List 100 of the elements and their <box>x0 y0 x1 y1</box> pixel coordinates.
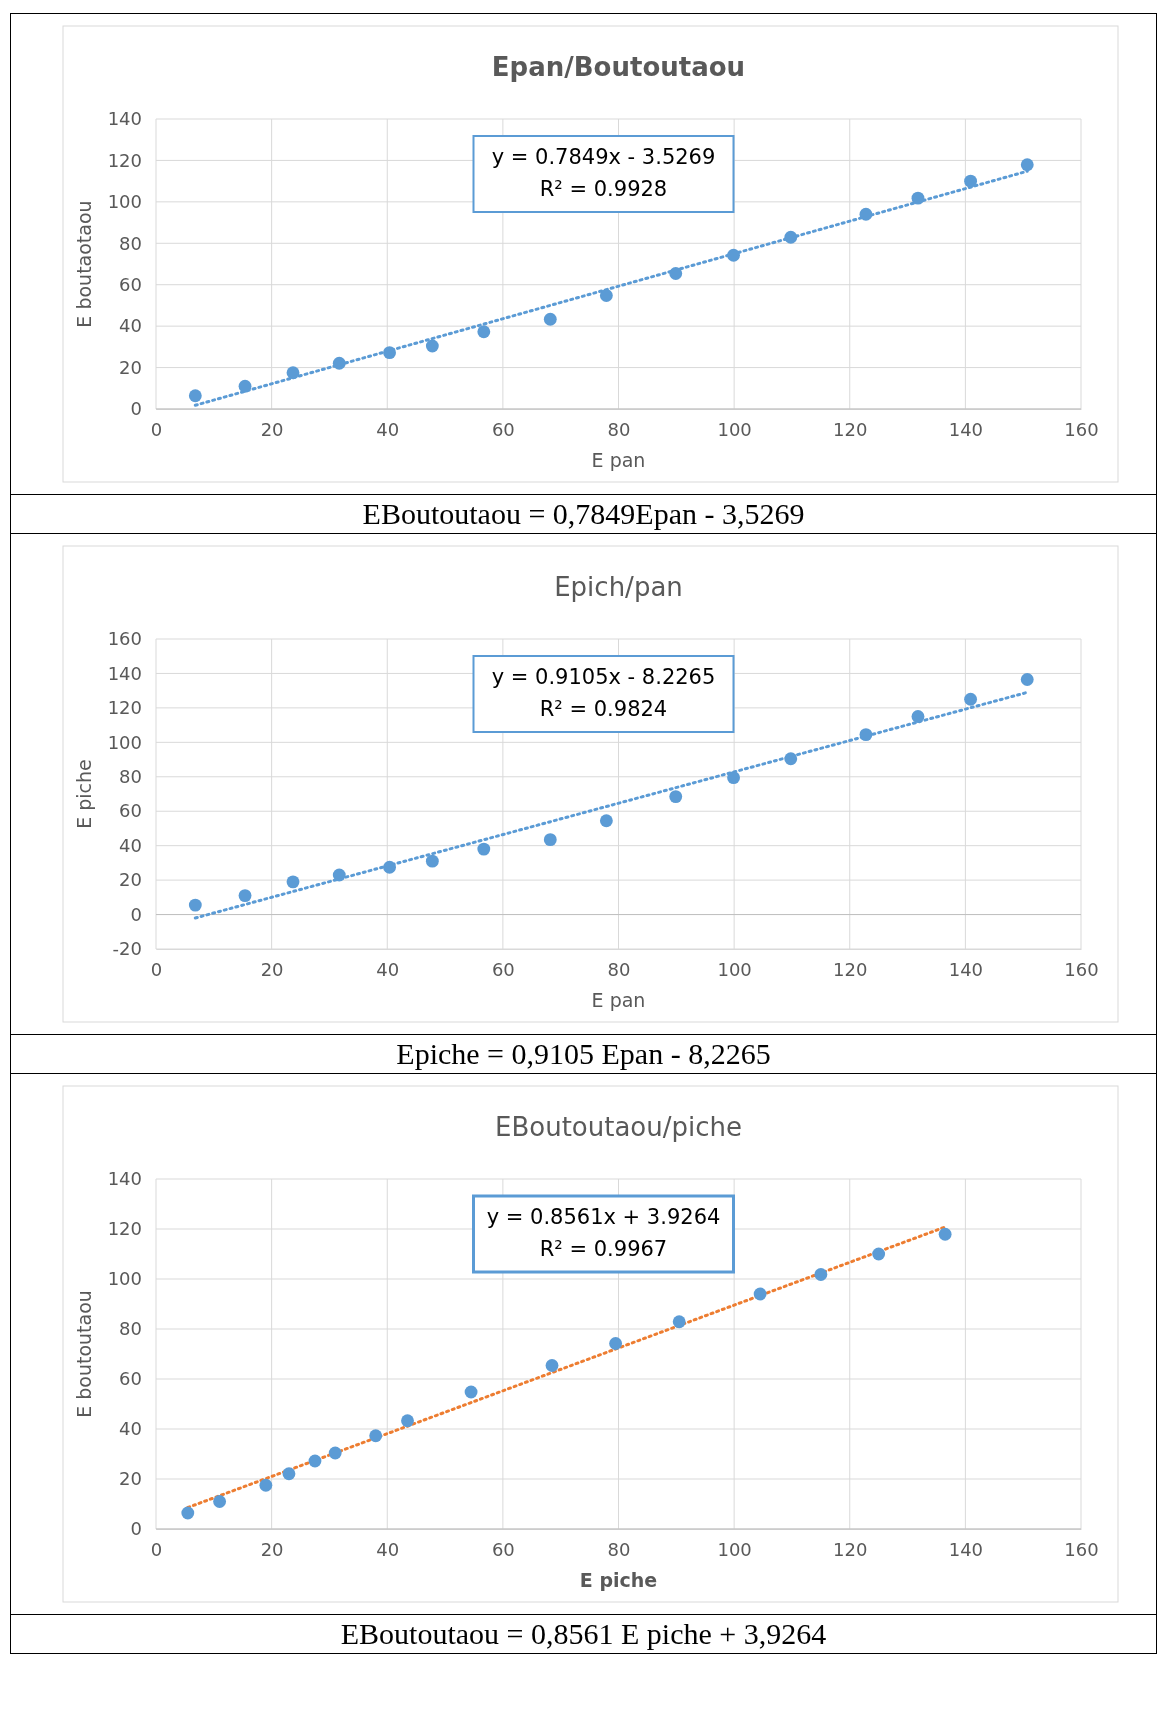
x-tick-label: 160 <box>1064 1538 1099 1560</box>
y-axis-title: E boutaotaou <box>73 200 95 328</box>
x-tick-label: 0 <box>150 418 163 440</box>
x-tick-label: 60 <box>491 1538 515 1560</box>
point <box>308 1454 322 1468</box>
x-axis-title: E piche <box>579 1569 658 1591</box>
point <box>259 1478 273 1492</box>
point <box>477 842 491 856</box>
point <box>727 771 740 785</box>
y-tick-label: 120 <box>107 1218 142 1240</box>
y-tick-label: 100 <box>107 1268 142 1290</box>
point <box>383 346 396 360</box>
point <box>238 889 252 903</box>
text: EBoutoutaou = 0,7849Epan - 3,5269 <box>11 494 1156 533</box>
y-tick-label: 140 <box>107 662 142 684</box>
x-tick-label: 80 <box>607 958 631 980</box>
y-tick-label: 20 <box>119 1468 142 1490</box>
x-tick-label: 40 <box>376 1538 400 1560</box>
x-tick-label: 20 <box>260 958 284 980</box>
point <box>784 230 798 244</box>
x-tick-label: 40 <box>376 958 400 980</box>
point <box>911 710 925 723</box>
y-tick-label: 140 <box>107 1168 142 1190</box>
y-tick-label: 100 <box>107 731 142 753</box>
x-tick-label: 120 <box>833 958 868 980</box>
point <box>964 692 978 706</box>
y-tick-label: 120 <box>107 149 142 171</box>
x-tick-label: 160 <box>1064 418 1099 440</box>
x-tick-label: 80 <box>607 418 631 440</box>
annotation: R² = 0.9967 <box>539 1237 668 1261</box>
y-tick-label: 80 <box>119 1318 142 1340</box>
y-tick-label: 20 <box>119 869 142 891</box>
x-tick-label: 140 <box>948 1538 984 1560</box>
point <box>609 1337 623 1350</box>
text: Epiche = 0,9105 Epan - 8,2265 <box>11 1034 1156 1073</box>
y-tick-label: 60 <box>119 1368 142 1390</box>
y-tick-label: 0 <box>130 903 142 925</box>
point <box>464 1385 478 1399</box>
x-tick-label: 100 <box>717 958 752 980</box>
point <box>672 1315 686 1329</box>
y-tick-label: 60 <box>119 800 142 822</box>
x-axis-title: E pan <box>591 449 646 471</box>
point <box>425 854 439 868</box>
point <box>599 814 613 828</box>
point <box>669 790 683 803</box>
point <box>213 1495 227 1508</box>
point <box>543 833 557 847</box>
point <box>938 1227 952 1241</box>
x-tick-label: 60 <box>491 958 515 980</box>
x-tick-label: 40 <box>376 418 400 440</box>
point <box>425 339 439 353</box>
y-tick-label: 120 <box>107 697 142 719</box>
x-axis-title: E pan <box>591 989 646 1011</box>
x-tick-label: 120 <box>833 418 868 440</box>
point <box>188 389 202 403</box>
point <box>332 868 346 882</box>
x-tick-label: 160 <box>1064 958 1099 980</box>
point <box>477 325 491 339</box>
annotation: y = 0.9105x - 8.2265 <box>491 665 716 689</box>
point <box>286 875 300 889</box>
point <box>543 312 557 326</box>
point <box>238 379 252 393</box>
y-tick-label: 40 <box>119 315 142 337</box>
x-tick-label: 0 <box>150 958 163 980</box>
y-tick-label: -20 <box>112 938 142 960</box>
point <box>369 1429 383 1443</box>
annotation: R² = 0.9824 <box>539 697 668 721</box>
y-tick-label: 80 <box>119 766 142 788</box>
point <box>328 1446 342 1460</box>
point <box>964 174 978 188</box>
annotation: y = 0.8561x + 3.9264 <box>486 1205 721 1229</box>
chart-title: EBoutoutaou/piche <box>495 1112 742 1142</box>
x-tick-label: 140 <box>948 958 984 980</box>
x-tick-label: 60 <box>491 418 515 440</box>
y-tick-label: 0 <box>130 398 142 420</box>
point <box>859 728 873 741</box>
x-tick-label: 120 <box>833 1538 868 1560</box>
point <box>1020 158 1034 172</box>
point <box>859 207 873 221</box>
point <box>401 1414 414 1428</box>
point <box>383 860 396 874</box>
x-tick-label: 80 <box>607 1538 631 1560</box>
y-tick-label: 160 <box>107 628 142 650</box>
annotation: R² = 0.9928 <box>539 177 668 201</box>
x-tick-label: 20 <box>260 1538 284 1560</box>
x-tick-label: 20 <box>260 418 284 440</box>
point <box>599 289 613 302</box>
chart-title: Epich/pan <box>554 572 683 602</box>
y-tick-label: 40 <box>119 834 142 856</box>
y-tick-label: 60 <box>119 273 142 295</box>
point <box>814 1268 828 1281</box>
y-tick-label: 80 <box>119 232 142 254</box>
point <box>545 1359 559 1372</box>
point <box>727 248 740 262</box>
y-tick-label: 100 <box>107 191 142 213</box>
point <box>911 191 925 205</box>
point <box>282 1467 296 1481</box>
point <box>784 752 798 766</box>
x-tick-label: 100 <box>717 418 752 440</box>
point <box>181 1506 195 1520</box>
